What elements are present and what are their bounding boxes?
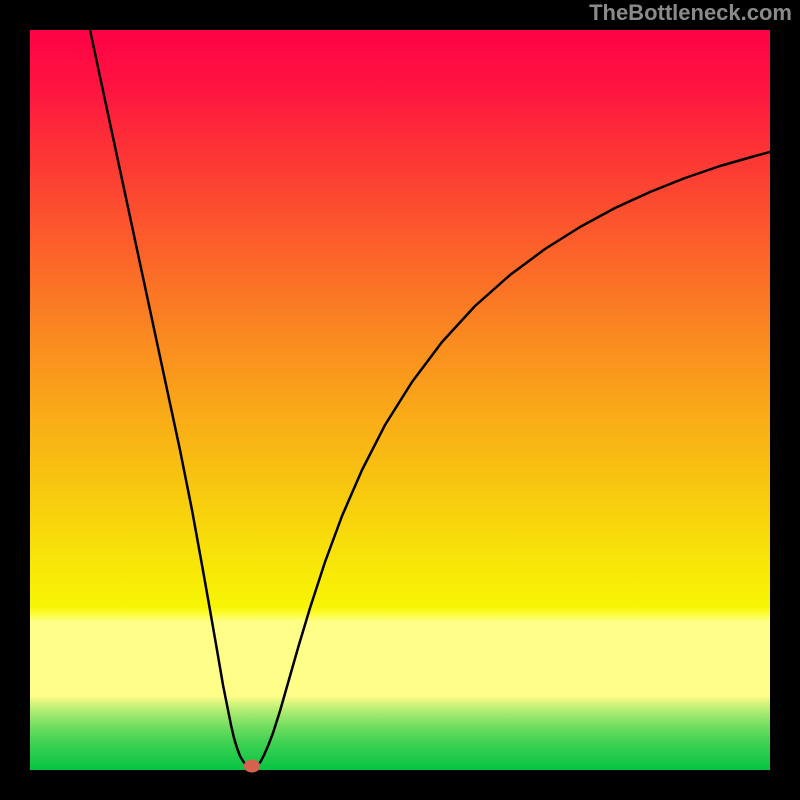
plot-area	[30, 30, 770, 770]
chart-frame: TheBottleneck.com	[0, 0, 800, 800]
bottleneck-curve	[90, 30, 770, 768]
curve-svg	[30, 30, 770, 770]
watermark-text: TheBottleneck.com	[589, 0, 792, 26]
min-marker	[244, 760, 260, 773]
